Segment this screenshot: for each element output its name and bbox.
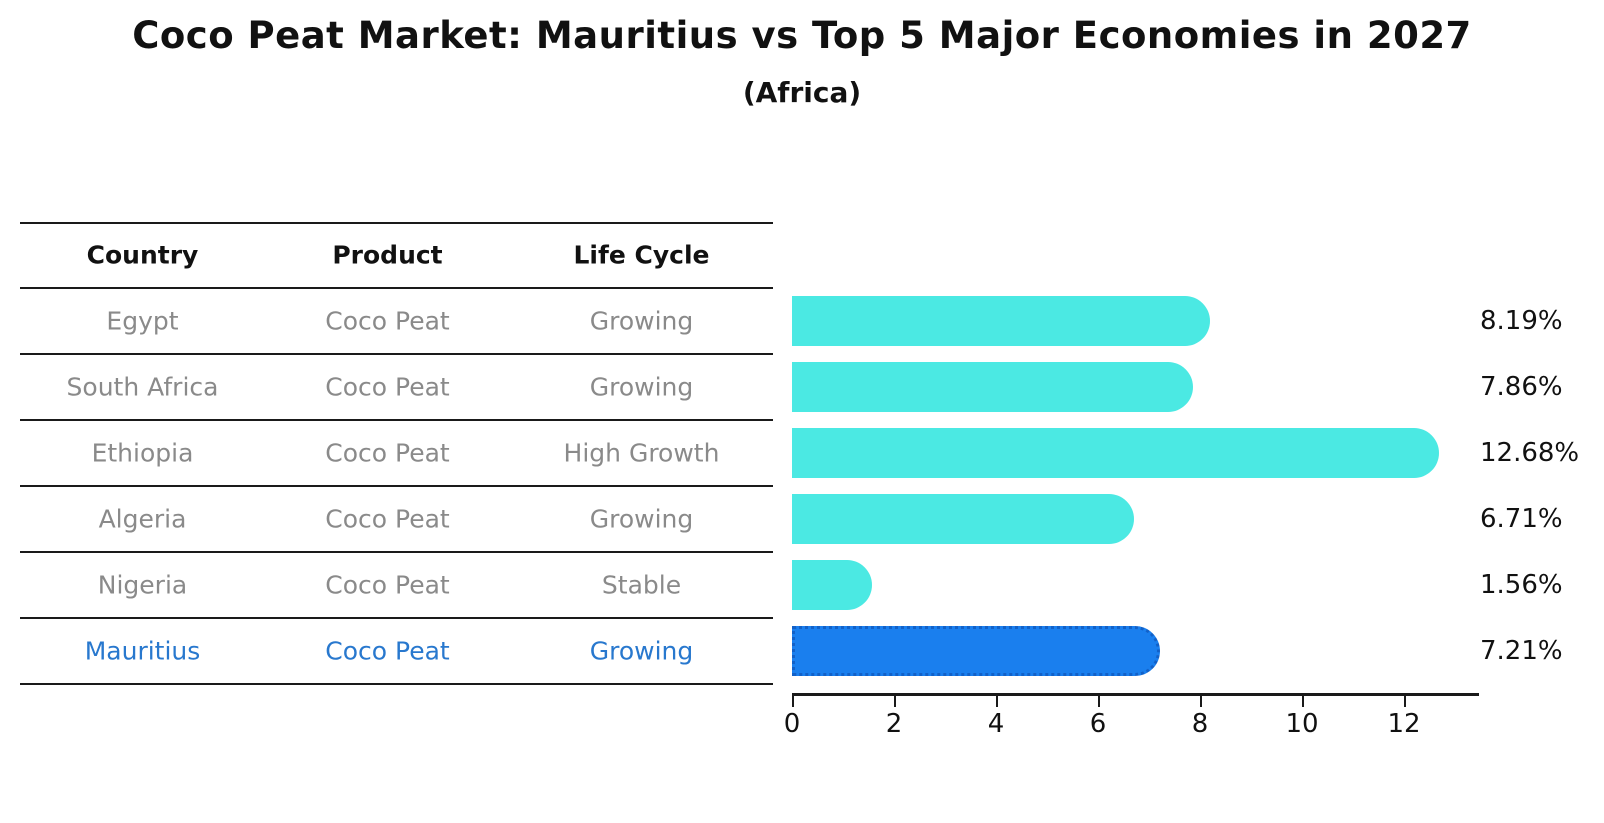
chart-title: Coco Peat Market: Mauritius vs Top 5 Maj… [132,14,1472,57]
x-axis-tick-label: 8 [1191,709,1209,739]
life-cycle-cell: Stable [601,570,682,600]
x-axis-tick [792,696,794,707]
product-cell: Coco Peat [325,570,450,600]
x-axis-tick [1302,696,1304,707]
table-top-rule [20,222,773,224]
x-axis-line [792,693,1479,696]
country-cell: Egypt [106,306,179,336]
bar-ethiopia [792,428,1439,478]
country-cell: Algeria [98,504,187,534]
life-cycle-cell: Growing [589,306,694,336]
x-axis-tick-label: 2 [885,709,903,739]
table-row-rule [20,485,773,487]
product-cell: Coco Peat [325,504,450,534]
value-label: 7.86% [1480,372,1563,402]
bar-egypt [792,296,1210,346]
x-axis-tick-label: 4 [987,709,1005,739]
product-cell: Coco Peat [325,372,450,402]
product-cell: Coco Peat [325,306,450,336]
table-row-rule [20,419,773,421]
value-label: 7.21% [1480,636,1563,666]
chart-subtitle: (Africa) [742,76,862,109]
value-label: 6.71% [1480,504,1563,534]
life-cycle-cell: Growing [589,504,694,534]
product-cell: Coco Peat [325,438,450,468]
x-axis-tick [894,696,896,707]
value-label: 1.56% [1480,570,1563,600]
value-label: 12.68% [1480,438,1580,468]
x-axis-tick [1404,696,1406,707]
x-axis-tick-label: 0 [783,709,801,739]
x-axis-tick-label: 12 [1387,709,1421,739]
table-header-rule [20,287,773,289]
country-cell: Nigeria [97,570,188,600]
product-cell: Coco Peat [325,636,450,666]
column-header-life-cycle: Life Cycle [573,240,710,270]
life-cycle-cell: Growing [589,372,694,402]
bar-algeria [792,494,1135,544]
bar-nigeria [792,560,872,610]
table-bottom-rule [20,683,773,685]
country-cell: Ethiopia [91,438,194,468]
x-axis-tick-label: 10 [1285,709,1319,739]
life-cycle-cell: High Growth [563,438,720,468]
x-axis-tick [1200,696,1202,707]
bar-mauritius [792,626,1160,676]
country-cell: South Africa [66,372,219,402]
table-row-rule [20,353,773,355]
x-axis-tick [996,696,998,707]
bar-south-africa [792,362,1193,412]
table-row-rule [20,617,773,619]
table-row-rule [20,551,773,553]
country-cell: Mauritius [84,636,201,666]
x-axis-tick-label: 6 [1089,709,1107,739]
column-header-country: Country [86,240,199,270]
x-axis-tick [1098,696,1100,707]
value-label: 8.19% [1480,306,1563,336]
column-header-product: Product [332,240,443,270]
life-cycle-cell: Growing [589,636,694,666]
